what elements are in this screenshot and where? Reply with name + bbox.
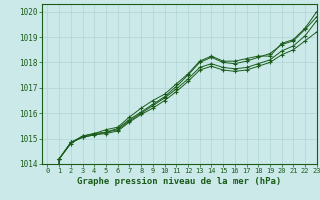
X-axis label: Graphe pression niveau de la mer (hPa): Graphe pression niveau de la mer (hPa): [77, 177, 281, 186]
